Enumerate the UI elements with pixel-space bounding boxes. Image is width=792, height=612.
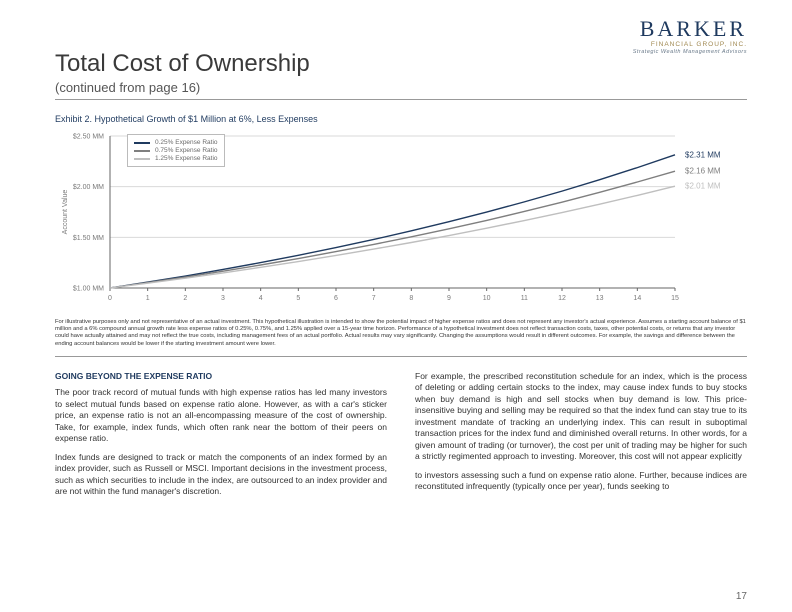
page-number: 17	[736, 591, 747, 602]
svg-text:5: 5	[296, 295, 300, 302]
svg-text:9: 9	[447, 295, 451, 302]
svg-text:6: 6	[334, 295, 338, 302]
legend-label: 0.25% Expense Ratio	[155, 139, 218, 146]
legend-item: 0.25% Expense Ratio	[134, 139, 218, 146]
legend-swatch	[134, 158, 150, 160]
page-subtitle: (continued from page 16)	[55, 80, 747, 100]
logo-tagline: Strategic Wealth Management Advisors	[633, 50, 747, 56]
body-paragraph: For example, the prescribed reconstituti…	[415, 371, 747, 463]
svg-text:3: 3	[221, 295, 225, 302]
svg-text:13: 13	[596, 295, 604, 302]
growth-chart: 0.25% Expense Ratio0.75% Expense Ratio1.…	[55, 128, 745, 313]
svg-text:8: 8	[409, 295, 413, 302]
legend-swatch	[134, 150, 150, 152]
logo-name: BARKER	[633, 18, 747, 40]
svg-text:Account Value: Account Value	[62, 190, 69, 235]
svg-text:$2.01 MM: $2.01 MM	[685, 182, 721, 191]
logo-sub: FINANCIAL GROUP, INC.	[633, 42, 747, 49]
section-heading: GOING BEYOND THE EXPENSE RATIO	[55, 371, 387, 382]
svg-text:7: 7	[372, 295, 376, 302]
svg-text:$2.50 MM: $2.50 MM	[73, 134, 104, 141]
exhibit-title: Exhibit 2. Hypothetical Growth of $1 Mil…	[55, 114, 747, 124]
svg-text:11: 11	[521, 295, 528, 302]
legend-item: 0.75% Expense Ratio	[134, 147, 218, 154]
legend-swatch	[134, 142, 150, 144]
svg-text:$2.00 MM: $2.00 MM	[73, 184, 104, 191]
svg-text:12: 12	[558, 295, 566, 302]
right-column: For example, the prescribed reconstituti…	[415, 371, 747, 505]
svg-text:$2.16 MM: $2.16 MM	[685, 167, 721, 176]
chart-legend: 0.25% Expense Ratio0.75% Expense Ratio1.…	[127, 134, 225, 167]
body-paragraph: The poor track record of mutual funds wi…	[55, 387, 387, 444]
body-paragraph: to investors assessing such a fund on ex…	[415, 470, 747, 493]
svg-text:10: 10	[483, 295, 491, 302]
svg-text:$1.00 MM: $1.00 MM	[73, 286, 104, 293]
left-column: GOING BEYOND THE EXPENSE RATIO The poor …	[55, 371, 387, 505]
svg-text:2: 2	[183, 295, 187, 302]
svg-text:4: 4	[259, 295, 263, 302]
svg-text:14: 14	[633, 295, 641, 302]
legend-label: 1.25% Expense Ratio	[155, 155, 218, 162]
svg-text:0: 0	[108, 295, 112, 302]
brand-logo: BARKER FINANCIAL GROUP, INC. Strategic W…	[633, 18, 747, 55]
legend-item: 1.25% Expense Ratio	[134, 155, 218, 162]
svg-text:15: 15	[671, 295, 679, 302]
svg-text:$1.50 MM: $1.50 MM	[73, 235, 104, 242]
body-paragraph: Index funds are designed to track or mat…	[55, 452, 387, 498]
chart-disclaimer: For illustrative purposes only and not r…	[55, 319, 747, 357]
legend-label: 0.75% Expense Ratio	[155, 147, 218, 154]
svg-text:$2.31 MM: $2.31 MM	[685, 150, 721, 159]
svg-text:1: 1	[146, 295, 150, 302]
body-columns: GOING BEYOND THE EXPENSE RATIO The poor …	[55, 371, 747, 505]
